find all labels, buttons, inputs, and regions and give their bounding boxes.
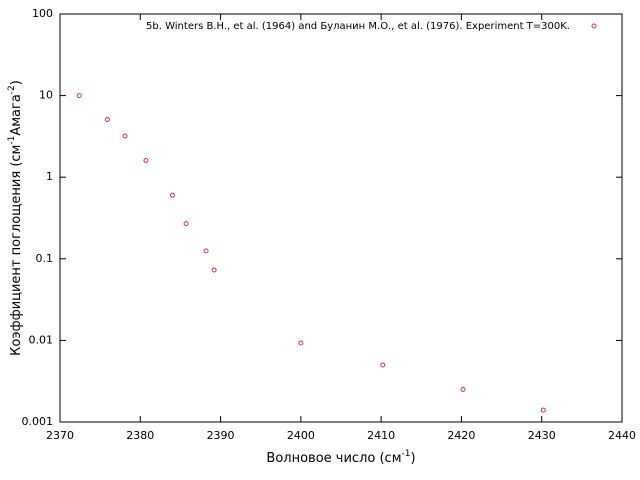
- y-label-sup: -1: [7, 136, 17, 145]
- y-axis-label: Коэффициент поглощения (см-1Амага-2): [7, 80, 24, 356]
- point: [540, 407, 546, 413]
- point: [203, 248, 209, 254]
- y-tick-label: 0.01: [29, 333, 54, 346]
- point: [76, 93, 82, 99]
- point: [169, 192, 175, 198]
- point: [460, 387, 466, 393]
- x-tick-label: 2420: [447, 429, 475, 442]
- y-label-part: Коэффициент поглощения (см: [9, 145, 24, 356]
- point: [211, 267, 217, 273]
- x-label-part: Волновое число (см: [266, 451, 401, 466]
- y-tick-label: 1: [46, 170, 53, 183]
- x-axis-label: Волновое число (см-1): [266, 449, 415, 466]
- x-tick-label: 2410: [367, 429, 395, 442]
- x-tick-label: 2400: [287, 429, 315, 442]
- legend-marker: [591, 23, 597, 29]
- y-label-part: ): [9, 80, 24, 85]
- x-tick-label: 2380: [126, 429, 154, 442]
- x-tick-label: 2440: [608, 429, 636, 442]
- point: [143, 158, 149, 164]
- y-tick-label: 0.001: [22, 415, 54, 428]
- plot-frame: [59, 13, 623, 423]
- y-tick-label: 100: [32, 7, 53, 20]
- y-label-part: Амага: [9, 94, 24, 135]
- x-label-sup: -1: [402, 449, 411, 459]
- point: [380, 362, 386, 368]
- y-tick-label: 0.1: [36, 252, 54, 265]
- point: [183, 221, 189, 227]
- x-label-part: ): [410, 451, 415, 466]
- point: [104, 116, 110, 122]
- point: [298, 340, 304, 346]
- x-tick-label: 2430: [528, 429, 556, 442]
- x-tick-label: 2390: [207, 429, 235, 442]
- y-label-sup: -2: [7, 85, 17, 94]
- y-tick-label: 10: [39, 89, 53, 102]
- point: [122, 133, 128, 139]
- x-tick-label: 2370: [46, 429, 74, 442]
- legend-label: 5b. Winters B.H., et al. (1964) and Була…: [146, 21, 570, 32]
